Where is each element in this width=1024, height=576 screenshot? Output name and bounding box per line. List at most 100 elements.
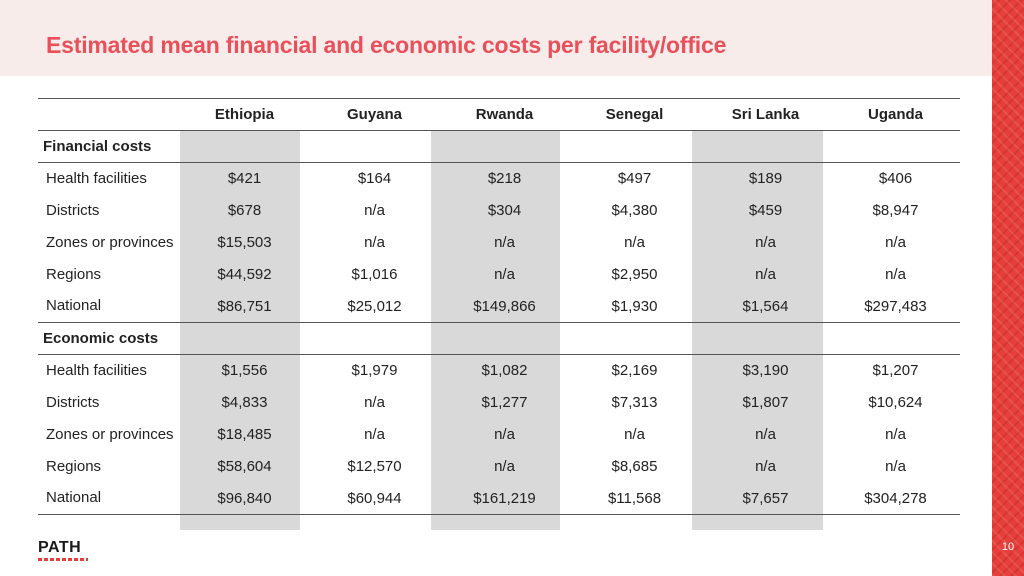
cost-value-cell: $459 <box>748 202 783 219</box>
cost-value-cell: $421 <box>227 170 262 188</box>
slide-title: Estimated mean financial and economic co… <box>46 32 727 58</box>
cost-value-cell: n/a <box>885 458 906 475</box>
cost-value-cell: $96,840 <box>180 482 309 515</box>
row-label: National <box>38 290 180 323</box>
section-empty-cell <box>440 322 569 355</box>
section-empty-cell <box>440 130 569 163</box>
cost-value-cell: $7,313 <box>611 394 658 411</box>
section-empty-cell <box>700 322 831 355</box>
cost-value-cell: n/a <box>494 266 515 283</box>
path-logo: PATH <box>38 540 88 561</box>
cost-value-cell: n/a <box>364 234 385 251</box>
table-row: National $96,840 $60,944 $161,219 $11,568 $7,… <box>38 482 960 515</box>
cost-value-cell: $1,979 <box>351 362 398 380</box>
column-header: Rwanda <box>440 98 569 131</box>
cost-value-cell: $1,564 <box>700 290 831 323</box>
title-band <box>0 0 992 76</box>
logo-wordmark: PATH <box>38 539 82 556</box>
cost-value-cell: $189 <box>748 170 783 188</box>
table-row: Districts $678 n/a $304 $4,380 $459 $8,947 <box>38 195 960 227</box>
cost-value-cell: $161,219 <box>440 482 569 515</box>
section-empty-cell <box>831 130 960 163</box>
cost-value-cell: n/a <box>624 234 645 251</box>
column-header: Ethiopia <box>180 98 309 131</box>
cost-value-cell: $149,866 <box>440 290 569 323</box>
table-row: Health facilities $421 $164 $218 $497 $189 $40… <box>38 163 960 195</box>
cost-value-cell: $15,503 <box>217 234 272 251</box>
column-header: Senegal <box>569 98 700 131</box>
section-empty-cell <box>180 322 309 355</box>
cost-value-cell: $7,657 <box>700 482 831 515</box>
row-label: Zones or provinces <box>46 425 174 443</box>
cost-value-cell: n/a <box>755 266 776 283</box>
cost-value-cell: $304 <box>487 202 522 219</box>
cost-value-cell: $8,947 <box>872 202 919 219</box>
column-header: Uganda <box>831 98 960 131</box>
cost-value-cell: $1,016 <box>351 266 398 283</box>
cost-value-cell: $1,082 <box>481 362 528 380</box>
table-row: Zones or provinces $15,503 n/a n/a n/a n/a n/a <box>38 227 960 259</box>
section-header-row: Financial costs <box>38 130 960 163</box>
cost-value-cell: $2,950 <box>611 266 658 283</box>
table-row: National $86,751 $25,012 $149,866 $1,930 $1,5… <box>38 290 960 323</box>
cost-value-cell: $4,833 <box>221 394 268 411</box>
cost-value-cell: n/a <box>494 426 515 443</box>
cost-value-cell: n/a <box>885 234 906 251</box>
cost-value-cell: $1,277 <box>481 394 528 411</box>
decorative-side-strip <box>992 0 1024 576</box>
cost-value-cell: $44,592 <box>217 266 272 283</box>
cost-value-cell: $4,380 <box>611 202 658 219</box>
table-header-row: Ethiopia Guyana Rwanda Senegal Sri Lanka… <box>38 98 960 131</box>
cost-value-cell: n/a <box>494 458 515 475</box>
cost-value-cell: $12,570 <box>347 458 402 475</box>
section-header-row: Economic costs <box>38 322 960 355</box>
cost-value-cell: $60,944 <box>309 482 440 515</box>
cost-value-cell: n/a <box>755 458 776 475</box>
cost-value-cell: $1,207 <box>872 362 919 380</box>
row-label: Zones or provinces <box>46 233 174 251</box>
cost-value-cell: n/a <box>624 426 645 443</box>
cost-value-cell: $297,483 <box>831 290 960 323</box>
cost-value-cell: $18,485 <box>217 426 272 443</box>
cost-value-cell: $11,568 <box>569 482 700 515</box>
cost-value-cell: $25,012 <box>309 290 440 323</box>
cost-value-cell: n/a <box>364 202 385 219</box>
cost-value-cell: n/a <box>755 234 776 251</box>
cost-value-cell: $2,169 <box>611 362 658 380</box>
cost-value-cell: $678 <box>227 202 262 219</box>
column-header: Guyana <box>309 98 440 131</box>
cost-value-cell: n/a <box>755 426 776 443</box>
cost-value-cell: $497 <box>617 170 652 188</box>
cost-table: Ethiopia Guyana Rwanda Senegal Sri Lanka… <box>38 98 960 515</box>
cost-value-cell: $10,624 <box>868 394 923 411</box>
section-empty-cell <box>569 130 700 163</box>
row-label: National <box>38 482 180 515</box>
row-label: Regions <box>46 265 102 283</box>
section-empty-cell <box>569 322 700 355</box>
cost-value-cell: $1,930 <box>569 290 700 323</box>
cost-value-cell: $406 <box>878 170 913 188</box>
table-row: Regions $58,604 $12,570 n/a $8,685 n/a n/a <box>38 451 960 483</box>
section-label: Financial costs <box>38 130 180 163</box>
cost-value-cell: $86,751 <box>180 290 309 323</box>
cost-table-container: Ethiopia Guyana Rwanda Senegal Sri Lanka… <box>38 98 960 530</box>
cost-value-cell: n/a <box>364 394 385 411</box>
table-row: Regions $44,592 $1,016 n/a $2,950 n/a n/a <box>38 259 960 291</box>
section-empty-cell <box>180 130 309 163</box>
column-header: Sri Lanka <box>700 98 831 131</box>
row-label: Regions <box>46 457 102 475</box>
row-label: Health facilities <box>46 169 147 187</box>
row-label: Districts <box>46 393 100 411</box>
cost-value-cell: $58,604 <box>217 458 272 475</box>
page-number: 10 <box>1001 541 1015 553</box>
row-label: Health facilities <box>46 361 147 379</box>
row-label: Districts <box>46 201 100 219</box>
table-row: Health facilities $1,556 $1,979 $1,082 $2,16… <box>38 355 960 387</box>
cost-value-cell: n/a <box>494 234 515 251</box>
section-empty-cell <box>309 130 440 163</box>
table-row: Zones or provinces $18,485 n/a n/a n/a n/a n/a <box>38 419 960 451</box>
cost-value-cell: $1,556 <box>221 362 268 380</box>
cost-value-cell: $304,278 <box>831 482 960 515</box>
section-label: Economic costs <box>38 322 180 355</box>
table-row: Districts $4,833 n/a $1,277 $7,313 $1,807 $10,… <box>38 387 960 419</box>
